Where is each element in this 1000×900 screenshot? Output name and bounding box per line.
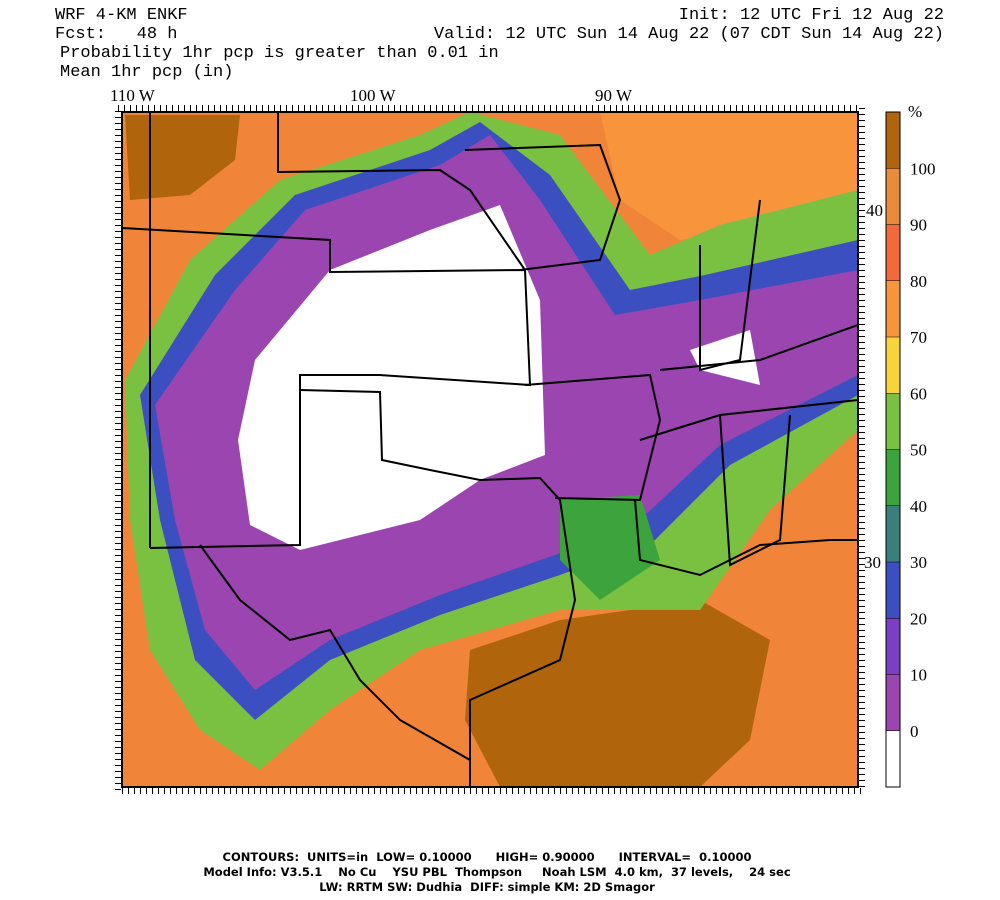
colorbar-label: 70 bbox=[910, 328, 927, 347]
colorbar-bin bbox=[886, 168, 900, 225]
init-time: Init: 12 UTC Fri 12 Aug 22 bbox=[679, 6, 944, 25]
footer: CONTOURS: UNITS=in LOW= 0.10000 HIGH= 0.… bbox=[203, 850, 790, 894]
colorbar-bin bbox=[886, 449, 900, 506]
map-frame bbox=[121, 111, 859, 788]
longitude-label: 100 W bbox=[350, 86, 396, 105]
map bbox=[115, 105, 865, 794]
map-labels: 110 W 100 W 90 W 40 N 30 N bbox=[110, 86, 900, 572]
colorbar-bin bbox=[886, 730, 900, 787]
colorbar-bin bbox=[886, 112, 900, 169]
colorbar-bin bbox=[886, 674, 900, 731]
colorbar-label: 100 bbox=[910, 159, 936, 178]
colorbar-bin bbox=[886, 618, 900, 675]
colorbar-label: 30 bbox=[910, 553, 927, 572]
colorbar-label: 60 bbox=[910, 384, 927, 403]
physics-info: LW: RRTM SW: Dudhia DIFF: simple KM: 2D … bbox=[319, 880, 655, 894]
colorbar-label: 50 bbox=[910, 441, 927, 460]
colorbar-label: 40 bbox=[910, 497, 927, 516]
longitude-label: 110 W bbox=[110, 86, 156, 105]
colorbar-bin bbox=[886, 393, 900, 450]
model-info: Model Info: V3.5.1 No Cu YSU PBL Thompso… bbox=[203, 865, 790, 879]
colorbar-unit: % bbox=[908, 102, 922, 121]
colorbar-label: 90 bbox=[910, 216, 927, 235]
colorbar: % 0 10 20 30 40 50 60 70 80 90 100 bbox=[885, 102, 936, 788]
field-secondary: Mean 1hr pcp (in) bbox=[60, 63, 233, 82]
colorbar-label: 0 bbox=[910, 722, 919, 741]
model-title: WRF 4-KM ENKF bbox=[55, 6, 188, 25]
forecast-hour: Fcst: 48 h bbox=[55, 25, 177, 44]
colorbar-label: 80 bbox=[910, 272, 927, 291]
colorbar-bin bbox=[886, 562, 900, 619]
colorbar-label: 10 bbox=[910, 666, 927, 685]
colorbar-bin bbox=[886, 280, 900, 337]
colorbar-bin bbox=[886, 337, 900, 394]
colorbar-label: 20 bbox=[910, 609, 927, 628]
state-boundaries bbox=[122, 112, 858, 787]
longitude-label: 90 W bbox=[595, 86, 633, 105]
precip-field bbox=[122, 112, 858, 787]
map-ticks bbox=[115, 105, 865, 794]
colorbar-bin bbox=[886, 224, 900, 281]
colorbar-bin bbox=[886, 505, 900, 562]
contour-info: CONTOURS: UNITS=in LOW= 0.10000 HIGH= 0.… bbox=[223, 850, 752, 864]
valid-time: Valid: 12 UTC Sun 14 Aug 22 (07 CDT Sun … bbox=[434, 25, 944, 44]
header: WRF 4-KM ENKF Fcst: 48 h Init: 12 UTC Fr… bbox=[55, 6, 944, 82]
field-primary: Probability 1hr pcp is greater than 0.01… bbox=[60, 44, 499, 63]
